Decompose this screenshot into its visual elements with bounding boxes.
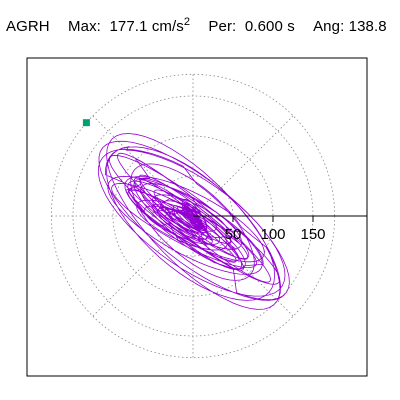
orbit-path (97, 133, 290, 310)
orbit-trace (97, 133, 290, 310)
max-value: 177.1 (109, 18, 148, 35)
radial-tick-label-50: 50 (225, 226, 242, 243)
marker-layer (82, 119, 90, 127)
angle-value: 138.8 (348, 18, 387, 35)
max-unit-exponent: 2 (183, 16, 191, 28)
peak-marker (82, 119, 90, 127)
radial-tick-label-100: 100 (260, 226, 285, 243)
max-unit: cm/s (151, 18, 184, 35)
grid-spoke-45 (192, 115, 294, 217)
max-label: Max: (68, 18, 101, 35)
angle-label: Ang: (313, 18, 345, 35)
period-unit: s (287, 18, 295, 35)
radial-axis: 50 100 150 (193, 215, 367, 243)
period-label: Per: (208, 18, 237, 35)
station-code: AGRH (6, 18, 50, 35)
plot-frame (26, 57, 368, 377)
radial-tick-label-150: 150 (300, 226, 325, 243)
period-value: 0.600 (244, 18, 283, 35)
plot-header: AGRH Max: 177.1 cm/s2 Per: 0.600 s Ang: … (6, 16, 387, 35)
